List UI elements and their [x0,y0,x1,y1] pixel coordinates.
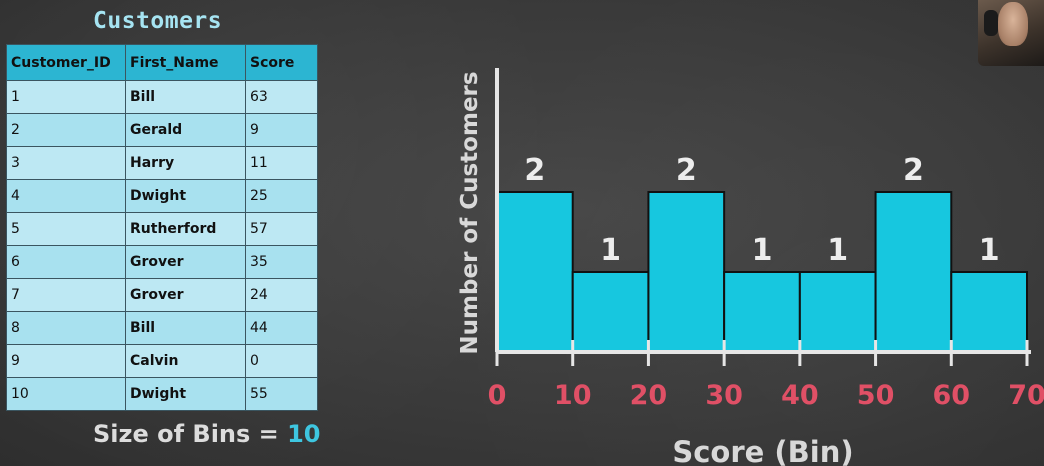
table-body: 1 Bill 63 2 Gerald 9 3 Harry 11 4 Dwight 25 5 Rutherf… [6,80,318,411]
table-row: 7 Grover 24 [6,278,318,312]
microphone-icon [984,10,998,36]
table-header: Customer_ID First_Name Score [6,44,318,81]
histogram-bar [496,191,574,353]
x-tick-label: 70 [1008,380,1044,411]
table-cell: 24 [245,278,318,312]
table-cell: 63 [245,80,318,114]
table-row: 6 Grover 35 [6,245,318,279]
table-cell: 10 [6,377,126,411]
table-cell: Bill [125,311,246,345]
x-tick-label: 40 [781,380,819,411]
bar-value-label: 1 [600,233,621,268]
y-axis-title: Number of Customers [457,71,483,354]
table-cell: 3 [6,146,126,180]
histogram-bar [950,271,1028,353]
bin-size-label: Size of Bins = [93,420,288,448]
table-cell: 57 [245,212,318,246]
table-cell: Rutherford [125,212,246,246]
column-header: First_Name [125,44,246,81]
table-cell: 9 [245,113,318,147]
presenter-webcam-thumbnail [978,0,1044,66]
table-cell: Dwight [125,377,246,411]
bin-size-value: 10 [287,420,321,448]
x-axis-title: Score (Bin) [672,435,853,466]
histogram-bar [723,271,801,353]
x-tick-label: 10 [554,380,592,411]
customers-table: Customer_ID First_Name Score 1 Bill 63 2 Geral… [6,44,318,411]
x-tick-label: 50 [857,380,895,411]
table-row: 3 Harry 11 [6,146,318,180]
histogram-bar [874,191,953,353]
table-row: 1 Bill 63 [6,80,318,114]
table-row: 8 Bill 44 [6,311,318,345]
table-title: Customers [93,8,223,34]
histogram-bar [647,191,726,353]
table-cell: 6 [6,245,126,279]
table-cell: Bill [125,80,246,114]
table-cell: Grover [125,245,246,279]
table-cell: 11 [245,146,318,180]
x-tick-label: 20 [630,380,668,411]
table-cell: 1 [6,80,126,114]
table-cell: Calvin [125,344,246,378]
table-header-row: Customer_ID First_Name Score [6,44,318,81]
column-header: Customer_ID [6,44,126,81]
table-row: 5 Rutherford 57 [6,212,318,246]
bar-value-label: 2 [524,153,545,188]
bar-value-label: 1 [827,233,848,268]
table-row: 9 Calvin 0 [6,344,318,378]
x-tick-label: 0 [488,380,507,411]
x-tick-label: 30 [705,380,743,411]
presenter-face [998,2,1028,46]
table-cell: Grover [125,278,246,312]
table-cell: 44 [245,311,318,345]
table-cell: Harry [125,146,246,180]
bin-size-caption: Size of Bins = 10 [93,420,321,448]
bar-value-label: 2 [676,153,697,188]
table-cell: 7 [6,278,126,312]
bar-value-label: 1 [979,233,1000,268]
table-cell: 4 [6,179,126,213]
table-cell: Dwight [125,179,246,213]
table-cell: 0 [245,344,318,378]
x-tick-label: 60 [932,380,970,411]
table-row: 10 Dwight 55 [6,377,318,411]
bar-value-label: 2 [903,153,924,188]
table-row: 4 Dwight 25 [6,179,318,213]
bar-value-label: 1 [752,233,773,268]
table-cell: 2 [6,113,126,147]
column-header: Score [245,44,318,81]
histogram-bar [798,271,877,353]
table-cell: 35 [245,245,318,279]
histogram-bar [571,271,650,353]
table-cell: 55 [245,377,318,411]
